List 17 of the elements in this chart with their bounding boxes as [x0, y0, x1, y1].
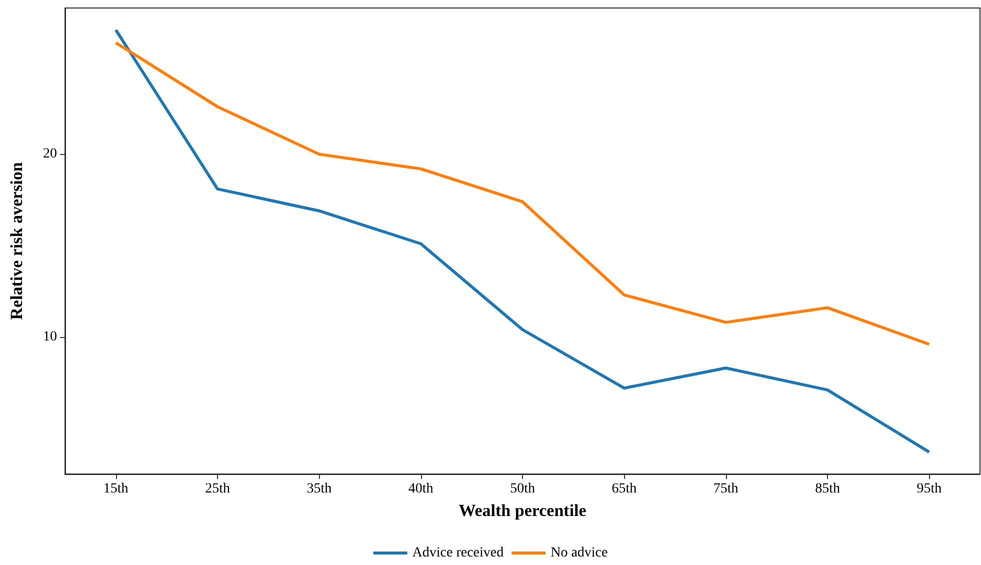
y-tick-label: 10	[43, 329, 57, 344]
x-tick-label: 50th	[510, 482, 535, 496]
x-tick-label: 25th	[205, 482, 230, 496]
y-axis-title: Relative risk aversion	[7, 162, 26, 320]
line-series	[114, 28, 931, 454]
x-tick-label: 75th	[713, 482, 738, 496]
x-tick-label: 15th	[103, 482, 128, 496]
legend-label: No advice	[550, 546, 608, 560]
x-axis-title: Wealth percentile	[458, 501, 587, 520]
x-tick-label: 85th	[815, 482, 840, 496]
line-series	[114, 41, 931, 346]
y-tick-label: 20	[43, 146, 57, 162]
x-tick-label: 95th	[916, 482, 942, 496]
x-tick-label: 65th	[612, 482, 637, 496]
x-tick-label: 35th	[306, 482, 332, 496]
x-tick-label: 40th	[408, 482, 434, 496]
legend-label: Advice received	[412, 546, 504, 560]
